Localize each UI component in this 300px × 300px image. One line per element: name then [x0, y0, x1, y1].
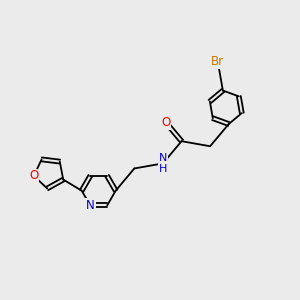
- Text: O: O: [161, 116, 170, 129]
- Text: N
H: N H: [159, 153, 167, 174]
- Text: O: O: [29, 169, 38, 182]
- Text: Br: Br: [211, 56, 224, 68]
- Text: N: N: [86, 199, 94, 212]
